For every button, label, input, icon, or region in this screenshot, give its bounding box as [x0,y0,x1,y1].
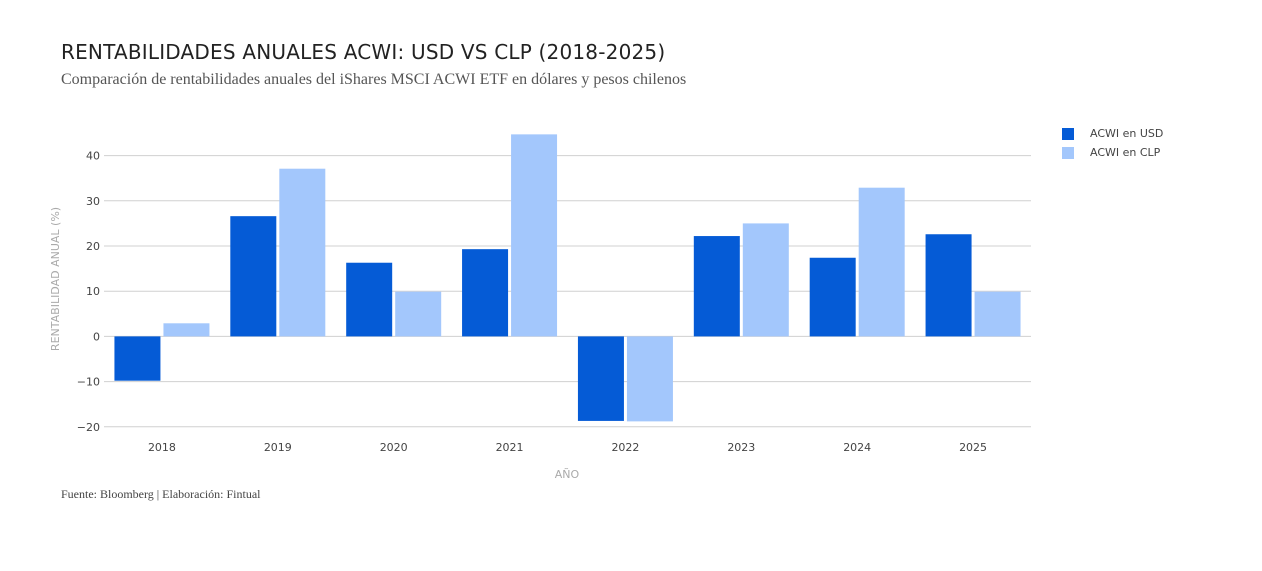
bar-clp-2018[interactable] [163,323,210,337]
x-tick-label: 2023 [727,441,755,454]
source-note: Fuente: Bloomberg | Elaboración: Fintual [61,487,261,501]
legend-item-clp[interactable]: ACWI en CLP [1062,143,1163,162]
legend: ACWI en USD ACWI en CLP [1062,124,1163,162]
bar-usd-2019[interactable] [230,216,277,337]
y-tick-label: 20 [86,240,100,253]
x-axis-title: AÑO [555,468,580,481]
y-axis-title: RENTABILIDAD ANUAL (%) [49,207,62,351]
x-tick-label: 2019 [264,441,292,454]
bar-usd-2021[interactable] [462,249,509,337]
legend-label-clp: ACWI en CLP [1090,146,1161,159]
legend-swatch-clp [1062,146,1074,159]
bar-usd-2018[interactable] [114,336,161,381]
bar-clp-2022[interactable] [626,336,673,422]
bars [114,134,1021,422]
legend-item-usd[interactable]: ACWI en USD [1062,124,1163,143]
legend-label-usd: ACWI en USD [1090,127,1164,140]
x-tick-label: 2020 [380,441,408,454]
x-tick-label: 2021 [496,441,524,454]
y-tick-label: −10 [77,376,100,389]
x-tick-labels: 2018 2019 2020 2021 2022 2023 2024 2025 [148,441,987,454]
bar-clp-2021[interactable] [511,134,558,337]
y-tick-label: 30 [86,195,100,208]
x-tick-label: 2022 [611,441,639,454]
x-tick-label: 2018 [148,441,176,454]
bar-clp-2019[interactable] [279,168,326,337]
bar-usd-2023[interactable] [693,236,740,337]
bar-usd-2024[interactable] [809,257,856,337]
y-tick-labels: 40 30 20 10 0 −10 −20 [77,150,100,434]
bar-usd-2025[interactable] [925,234,972,337]
chart-subtitle: Comparación de rentabilidades anuales de… [61,71,687,88]
y-tick-label: 40 [86,150,100,163]
bar-usd-2020[interactable] [346,262,393,337]
bar-clp-2025[interactable] [974,291,1021,337]
x-tick-label: 2025 [959,441,987,454]
bar-clp-2023[interactable] [742,223,789,337]
chart-title: RENTABILIDADES ANUALES ACWI: USD VS CLP … [61,40,666,64]
bar-clp-2020[interactable] [395,291,442,337]
x-tick-label: 2024 [843,441,871,454]
legend-swatch-usd [1062,127,1074,140]
y-tick-label: −20 [77,421,100,434]
y-tick-label: 10 [86,285,100,298]
y-tick-label: 0 [93,330,100,343]
bar-clp-2024[interactable] [858,187,905,337]
bar-usd-2022[interactable] [577,336,624,421]
